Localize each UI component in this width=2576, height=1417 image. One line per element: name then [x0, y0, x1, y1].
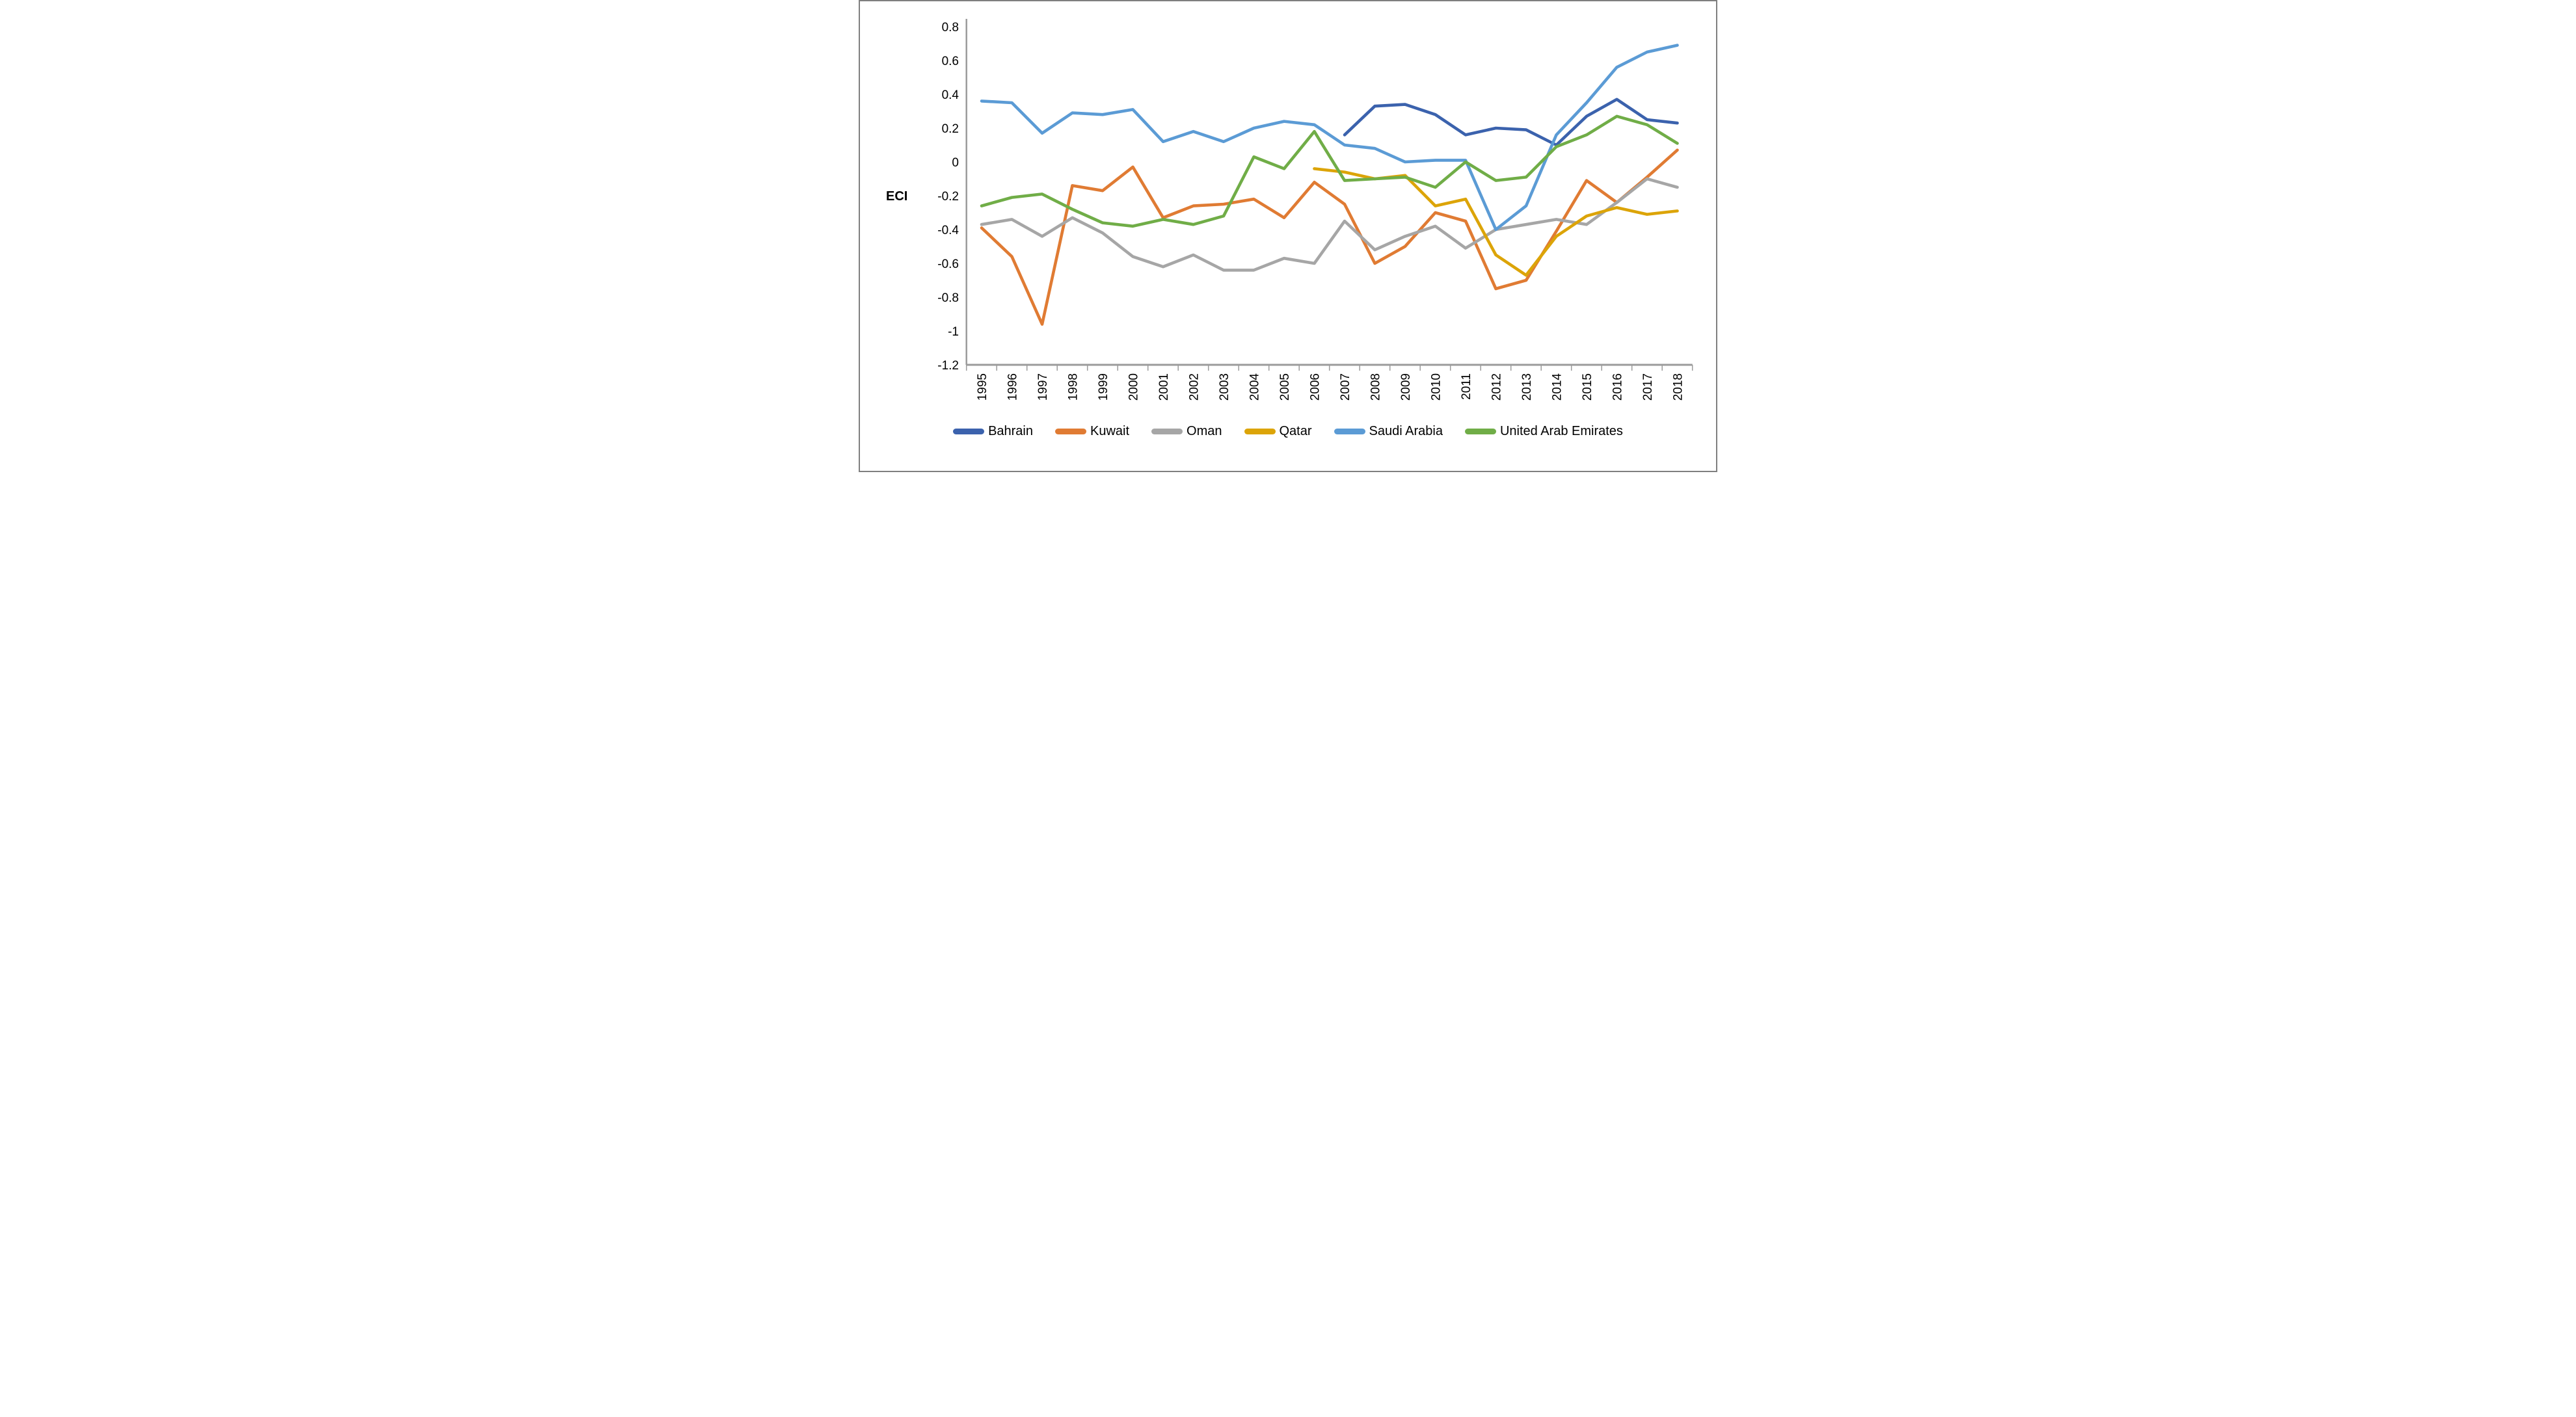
line-chart: 0.8 0.6 0.4 0.2 0 -0.2 -0.4 -0.6 -0.8 -1 -1.2 1995 1…: [886, 19, 1693, 401]
legend-label: Oman: [1187, 424, 1222, 438]
x-tick-label: 2013: [1520, 373, 1534, 401]
legend-swatch: [1055, 429, 1086, 434]
legend-swatch: [1464, 429, 1496, 434]
x-tick-label: 1996: [1006, 373, 1020, 401]
legend-item-oman: Oman: [1151, 424, 1222, 439]
y-tick-label: 0.4: [942, 88, 959, 102]
x-tick-label: 2012: [1490, 373, 1504, 401]
y-tick-label: 0: [952, 156, 959, 170]
legend-item-kuwait: Kuwait: [1055, 424, 1129, 439]
chart-legend: Bahrain Kuwait Oman Qatar Saudi Arabia United…: [860, 424, 1716, 439]
x-tick-label: 2005: [1278, 373, 1292, 401]
x-tick-label: 2018: [1672, 373, 1685, 401]
legend-label: Bahrain: [988, 424, 1033, 438]
legend-item-united-arab-emirates: United Arab Emirates: [1464, 424, 1623, 439]
y-tick-label: -0.8: [937, 291, 959, 305]
y-tick-label: 0.6: [942, 55, 959, 68]
x-tick-label: 1998: [1067, 373, 1080, 401]
x-tick-label: 2016: [1611, 373, 1625, 401]
legend-item-bahrain: Bahrain: [953, 424, 1033, 439]
x-tick-label: 2017: [1641, 373, 1655, 401]
x-tick-label: 2003: [1218, 373, 1231, 401]
x-tick-label: 2010: [1430, 373, 1443, 401]
y-tick-label: -1: [948, 325, 959, 339]
chart-figure: 0.8 0.6 0.4 0.2 0 -0.2 -0.4 -0.6 -0.8 -1 -1.2 1995 1…: [859, 0, 1717, 472]
series-line-kuwait: [980, 148, 1679, 326]
x-tick-label: 2011: [1460, 373, 1473, 400]
legend-label: Kuwait: [1090, 424, 1130, 438]
x-tick-label: 2000: [1127, 373, 1141, 401]
legend-swatch: [1244, 429, 1276, 434]
x-tick-label: 2008: [1369, 373, 1383, 401]
x-tick-label: 1997: [1036, 373, 1050, 401]
legend-label: Qatar: [1279, 424, 1312, 438]
y-tick-label: -0.6: [937, 258, 959, 271]
y-axis-title: ECI: [886, 189, 907, 204]
y-tick-label: 0.2: [942, 122, 959, 136]
series-line-united-arab-emirates: [980, 114, 1679, 228]
y-tick-label: -0.2: [937, 190, 959, 204]
legend-swatch: [1151, 429, 1183, 434]
y-tick-label: 0.8: [942, 21, 959, 34]
x-tick-label: 2007: [1339, 373, 1352, 401]
series-line-qatar: [1313, 167, 1679, 277]
x-tick-label: 2006: [1309, 373, 1322, 401]
y-tick-label: -1.2: [937, 359, 959, 373]
y-tick-label: -0.4: [937, 224, 959, 237]
legend-label: United Arab Emirates: [1499, 424, 1623, 438]
legend-swatch: [953, 429, 985, 434]
legend-item-qatar: Qatar: [1244, 424, 1312, 439]
x-tick-label: 1999: [1097, 373, 1110, 401]
series-line-oman: [980, 177, 1679, 272]
series-line-saudi-arabia: [980, 44, 1679, 232]
x-tick-label: 2015: [1581, 373, 1594, 401]
x-tick-label: 2014: [1551, 373, 1564, 401]
x-tick-label: 2001: [1157, 373, 1171, 401]
legend-item-saudi-arabia: Saudi Arabia: [1334, 424, 1443, 439]
legend-swatch: [1334, 429, 1365, 434]
x-tick-label: 2004: [1248, 373, 1262, 401]
x-tick-label: 2009: [1399, 373, 1413, 401]
x-tick-label: 2002: [1188, 373, 1201, 401]
legend-label: Saudi Arabia: [1369, 424, 1443, 438]
x-tick-label: 1995: [976, 373, 989, 401]
series-line-bahrain: [1343, 98, 1679, 147]
